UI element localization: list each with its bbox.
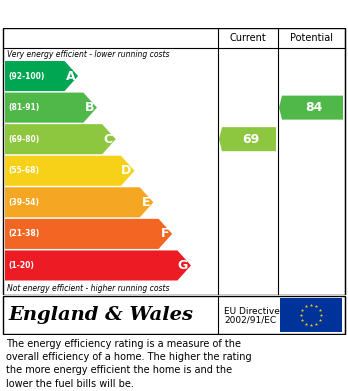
Text: Energy Efficiency Rating: Energy Efficiency Rating (10, 7, 220, 22)
Text: (81-91): (81-91) (8, 103, 39, 112)
Polygon shape (5, 93, 97, 123)
Text: The energy efficiency rating is a measure of the
overall efficiency of a home. T: The energy efficiency rating is a measur… (6, 339, 252, 389)
Polygon shape (219, 127, 276, 151)
Text: (92-100): (92-100) (8, 72, 45, 81)
Text: Not energy efficient - higher running costs: Not energy efficient - higher running co… (7, 284, 169, 293)
Text: 69: 69 (242, 133, 259, 146)
Text: (39-54): (39-54) (8, 198, 39, 207)
Text: (21-38): (21-38) (8, 230, 39, 239)
Polygon shape (5, 187, 153, 217)
Text: B: B (85, 101, 94, 114)
Text: Very energy efficient - lower running costs: Very energy efficient - lower running co… (7, 50, 169, 59)
Text: A: A (65, 70, 75, 83)
Text: (55-68): (55-68) (8, 166, 39, 175)
Polygon shape (5, 219, 172, 249)
Polygon shape (5, 156, 135, 186)
Text: C: C (104, 133, 113, 146)
Bar (280, 298, 342, 332)
Polygon shape (5, 61, 78, 91)
Text: F: F (161, 228, 169, 240)
Text: (69-80): (69-80) (8, 135, 39, 143)
Text: 2002/91/EC: 2002/91/EC (224, 316, 276, 325)
Text: Potential: Potential (290, 33, 333, 43)
Text: G: G (178, 259, 188, 272)
Text: England & Wales: England & Wales (8, 306, 193, 324)
Text: (1-20): (1-20) (8, 261, 34, 270)
Polygon shape (5, 124, 116, 154)
Text: 84: 84 (305, 101, 323, 114)
Text: E: E (142, 196, 150, 209)
Polygon shape (5, 250, 191, 280)
Text: EU Directive: EU Directive (224, 307, 280, 316)
Text: D: D (121, 164, 132, 177)
Polygon shape (279, 96, 343, 120)
Text: Current: Current (230, 33, 266, 43)
